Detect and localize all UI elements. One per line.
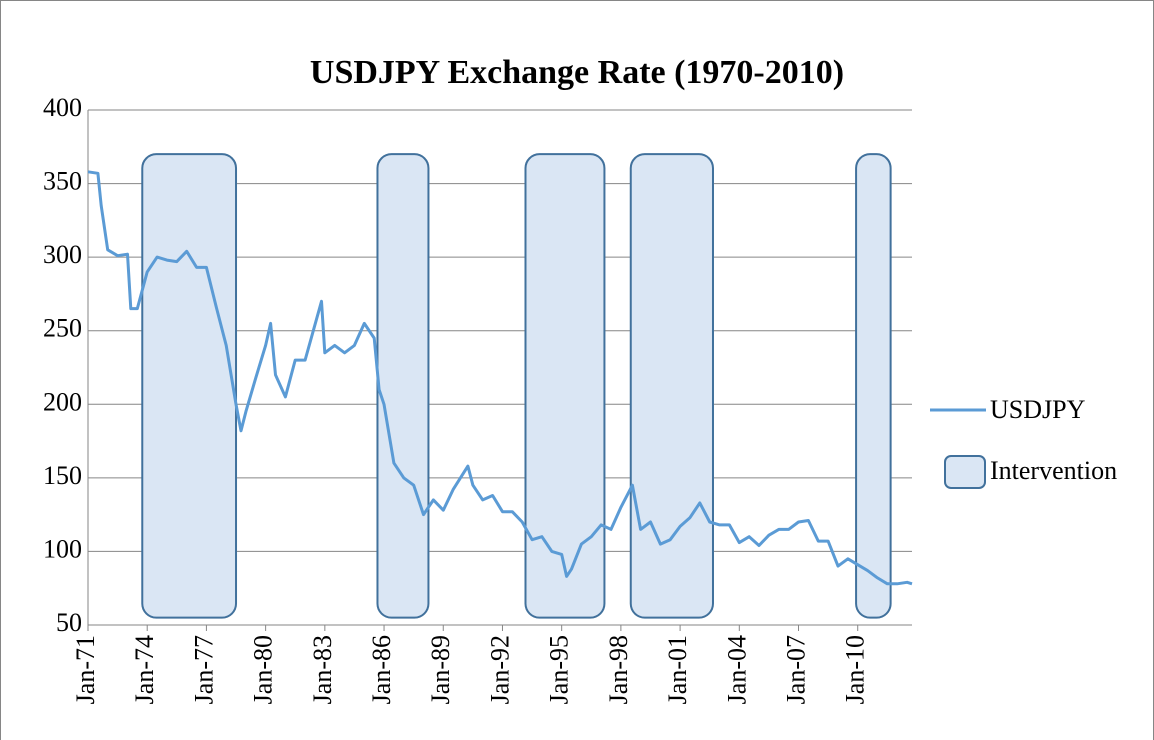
x-tick-label: Jan-71 [71, 635, 100, 704]
x-tick-label: Jan-89 [426, 635, 455, 704]
x-tick-label: Jan-95 [545, 635, 574, 704]
y-tick-label: 400 [43, 93, 82, 122]
y-tick-label: 150 [43, 461, 82, 490]
x-tick-label: Jan-83 [308, 635, 337, 704]
legend-box [944, 455, 986, 489]
x-tick-label: Jan-80 [249, 635, 278, 704]
legend-label: USDJPY [990, 395, 1086, 424]
y-tick-label: 200 [43, 387, 82, 416]
x-tick-label: Jan-92 [485, 635, 514, 704]
legend-label: Intervention [990, 456, 1117, 485]
intervention-box [855, 153, 892, 619]
intervention-box [376, 153, 430, 619]
x-tick-label: Jan-07 [781, 635, 810, 704]
y-tick-label: 50 [56, 608, 82, 637]
x-tick-label: Jan-77 [189, 635, 218, 704]
x-tick-label: Jan-04 [722, 635, 751, 704]
x-tick-label: Jan-01 [663, 635, 692, 704]
y-tick-label: 300 [43, 240, 82, 269]
y-tick-label: 350 [43, 167, 82, 196]
y-tick-label: 100 [43, 534, 82, 563]
intervention-box [141, 153, 238, 619]
y-tick-label: 250 [43, 314, 82, 343]
x-tick-label: Jan-10 [841, 635, 870, 704]
intervention-box [524, 153, 606, 619]
intervention-box [629, 153, 714, 619]
series-line [87, 170, 913, 586]
x-tick-label: Jan-98 [604, 635, 633, 704]
x-tick-label: Jan-74 [130, 635, 159, 704]
x-tick-label: Jan-86 [367, 635, 396, 704]
chart-title: USDJPY Exchange Rate (1970-2010) [310, 54, 844, 91]
